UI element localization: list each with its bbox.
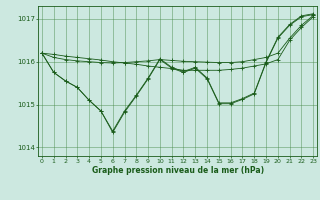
X-axis label: Graphe pression niveau de la mer (hPa): Graphe pression niveau de la mer (hPa) [92, 166, 264, 175]
